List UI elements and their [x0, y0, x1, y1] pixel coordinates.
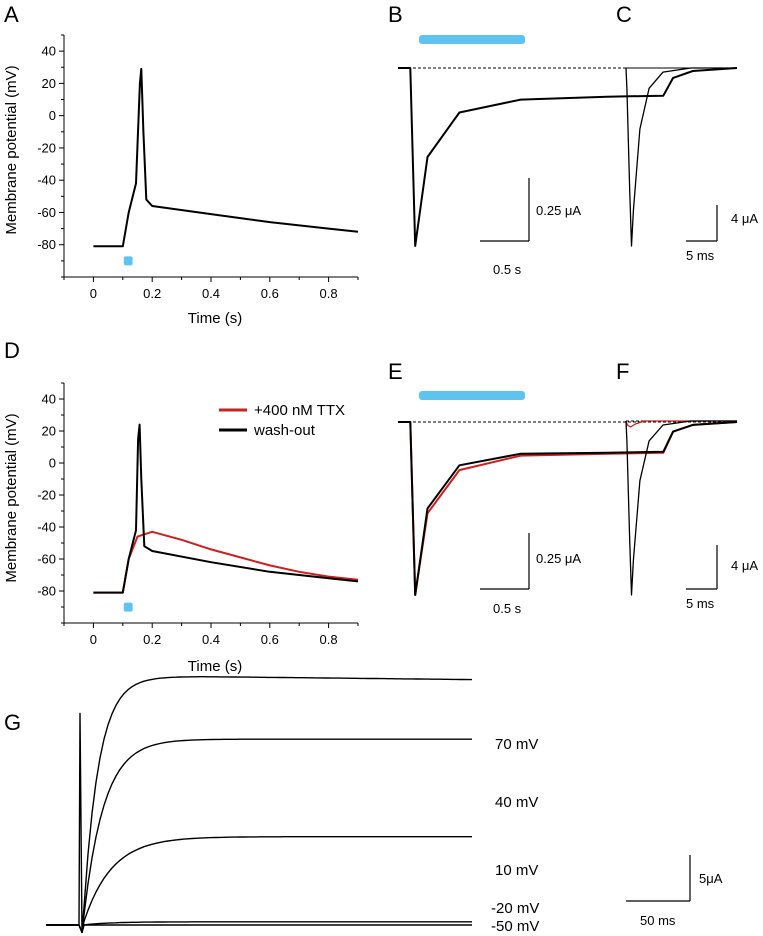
- scale-label-time: 5 ms: [686, 248, 715, 263]
- scale-label-time: 0.5 s: [493, 601, 522, 616]
- trace-label-minus20mv: -20 mV: [491, 900, 539, 917]
- series-line-0: [398, 421, 738, 596]
- x-tick-label: 0.6: [261, 286, 279, 301]
- panel-b-chart: 0.25 μA 0.5 s: [398, 35, 738, 277]
- y-tick-label: 40: [42, 392, 56, 407]
- series-line-0: [625, 420, 737, 428]
- trace-label-10mv: 10 mV: [495, 862, 538, 879]
- panel-letter-b: B: [388, 2, 403, 27]
- panel-c-chart: 4 μA 5 ms: [625, 67, 758, 263]
- legend-label-washout: wash-out: [253, 422, 316, 439]
- stimulus-bar: [419, 391, 525, 400]
- stimulus-bar: [419, 35, 525, 44]
- y-tick-label: -40: [37, 173, 56, 188]
- panel-f-chart: 4 μA 5 ms: [625, 420, 758, 611]
- legend-label-ttx: +400 nM TTX: [254, 402, 345, 419]
- scale-label-current: 4 μA: [731, 211, 758, 226]
- panel-letter-d: D: [4, 338, 20, 363]
- y-tick-label: 0: [49, 456, 56, 471]
- panel-letter-e: E: [388, 359, 403, 384]
- panel-e-chart: 0.25 μA 0.5 s: [398, 391, 738, 616]
- trace-label-40mv: 40 mV: [495, 794, 538, 811]
- panel-a-ylabel: Membrane potential (mV): [3, 65, 20, 234]
- x-tick-label: 0.8: [320, 632, 338, 647]
- series-line-1: [46, 738, 472, 934]
- y-tick-label: -60: [37, 552, 56, 567]
- panel-letter-a: A: [4, 2, 19, 27]
- panel-d-ylabel: Membrane potential (mV): [3, 413, 20, 582]
- scale-label-current: 0.25 μA: [536, 203, 581, 218]
- y-tick-label: -40: [37, 520, 56, 535]
- series-line-0: [625, 67, 737, 247]
- scale-label-current: 0.25 μA: [536, 551, 581, 566]
- stimulus-marker: [123, 602, 133, 612]
- y-tick-label: 20: [42, 424, 56, 439]
- y-tick-label: 0: [49, 108, 56, 123]
- panel-d-xlabel: Time (s): [188, 658, 242, 675]
- series-line-1: [93, 423, 359, 594]
- panel-a-chart: Membrane potential (mV) Time (s) 40 20 0 -2…: [3, 34, 359, 327]
- panel-letter-f: F: [616, 359, 629, 384]
- x-tick-label: 0.4: [202, 286, 220, 301]
- x-tick-label: 0.2: [143, 286, 161, 301]
- trace-label-minus50mv: -50 mV: [491, 918, 539, 935]
- trace-label-70mv: 70 mV: [495, 736, 538, 753]
- y-tick-label: -20: [37, 488, 56, 503]
- scale-label-time: 5 ms: [686, 596, 715, 611]
- panel-d-chart: Membrane potential (mV) Time (s) 40 20 0 -2…: [3, 382, 359, 675]
- y-tick-label: -20: [37, 140, 56, 155]
- series-line-2: [46, 836, 472, 934]
- series-line-4: [46, 924, 472, 934]
- scale-label-time: 0.5 s: [493, 262, 522, 277]
- x-tick-label: 0.2: [143, 632, 161, 647]
- y-tick-label: -60: [37, 205, 56, 220]
- stimulus-marker: [123, 256, 133, 266]
- scale-label-current: 4 μA: [731, 558, 758, 573]
- series-line-1: [398, 421, 738, 596]
- panel-a-xlabel: Time (s): [188, 310, 242, 327]
- x-tick-label: 0.4: [202, 632, 220, 647]
- y-tick-label: 20: [42, 76, 56, 91]
- x-tick-label: 0: [90, 286, 97, 301]
- x-tick-label: 0: [90, 632, 97, 647]
- series-line-0: [398, 67, 738, 247]
- y-tick-label: 40: [42, 44, 56, 59]
- x-tick-label: 0.6: [261, 632, 279, 647]
- scale-label-time: 50 ms: [640, 913, 676, 928]
- x-tick-label: 0.8: [320, 286, 338, 301]
- legend: +400 nM TTX wash-out: [219, 402, 345, 439]
- panel-g-chart: 5μA 50 ms 70 mV 40 mV 10 mV -20 mV -50 m…: [46, 676, 723, 935]
- series-line-0: [93, 67, 359, 248]
- series-line-0: [46, 676, 472, 934]
- series-line-1: [625, 420, 737, 596]
- y-tick-label: -80: [37, 237, 56, 252]
- panel-letter-g: G: [4, 710, 21, 735]
- panel-letter-c: C: [616, 2, 632, 27]
- y-tick-label: -80: [37, 584, 56, 599]
- series-line-3: [46, 921, 472, 934]
- scale-label-current: 5μA: [699, 871, 723, 886]
